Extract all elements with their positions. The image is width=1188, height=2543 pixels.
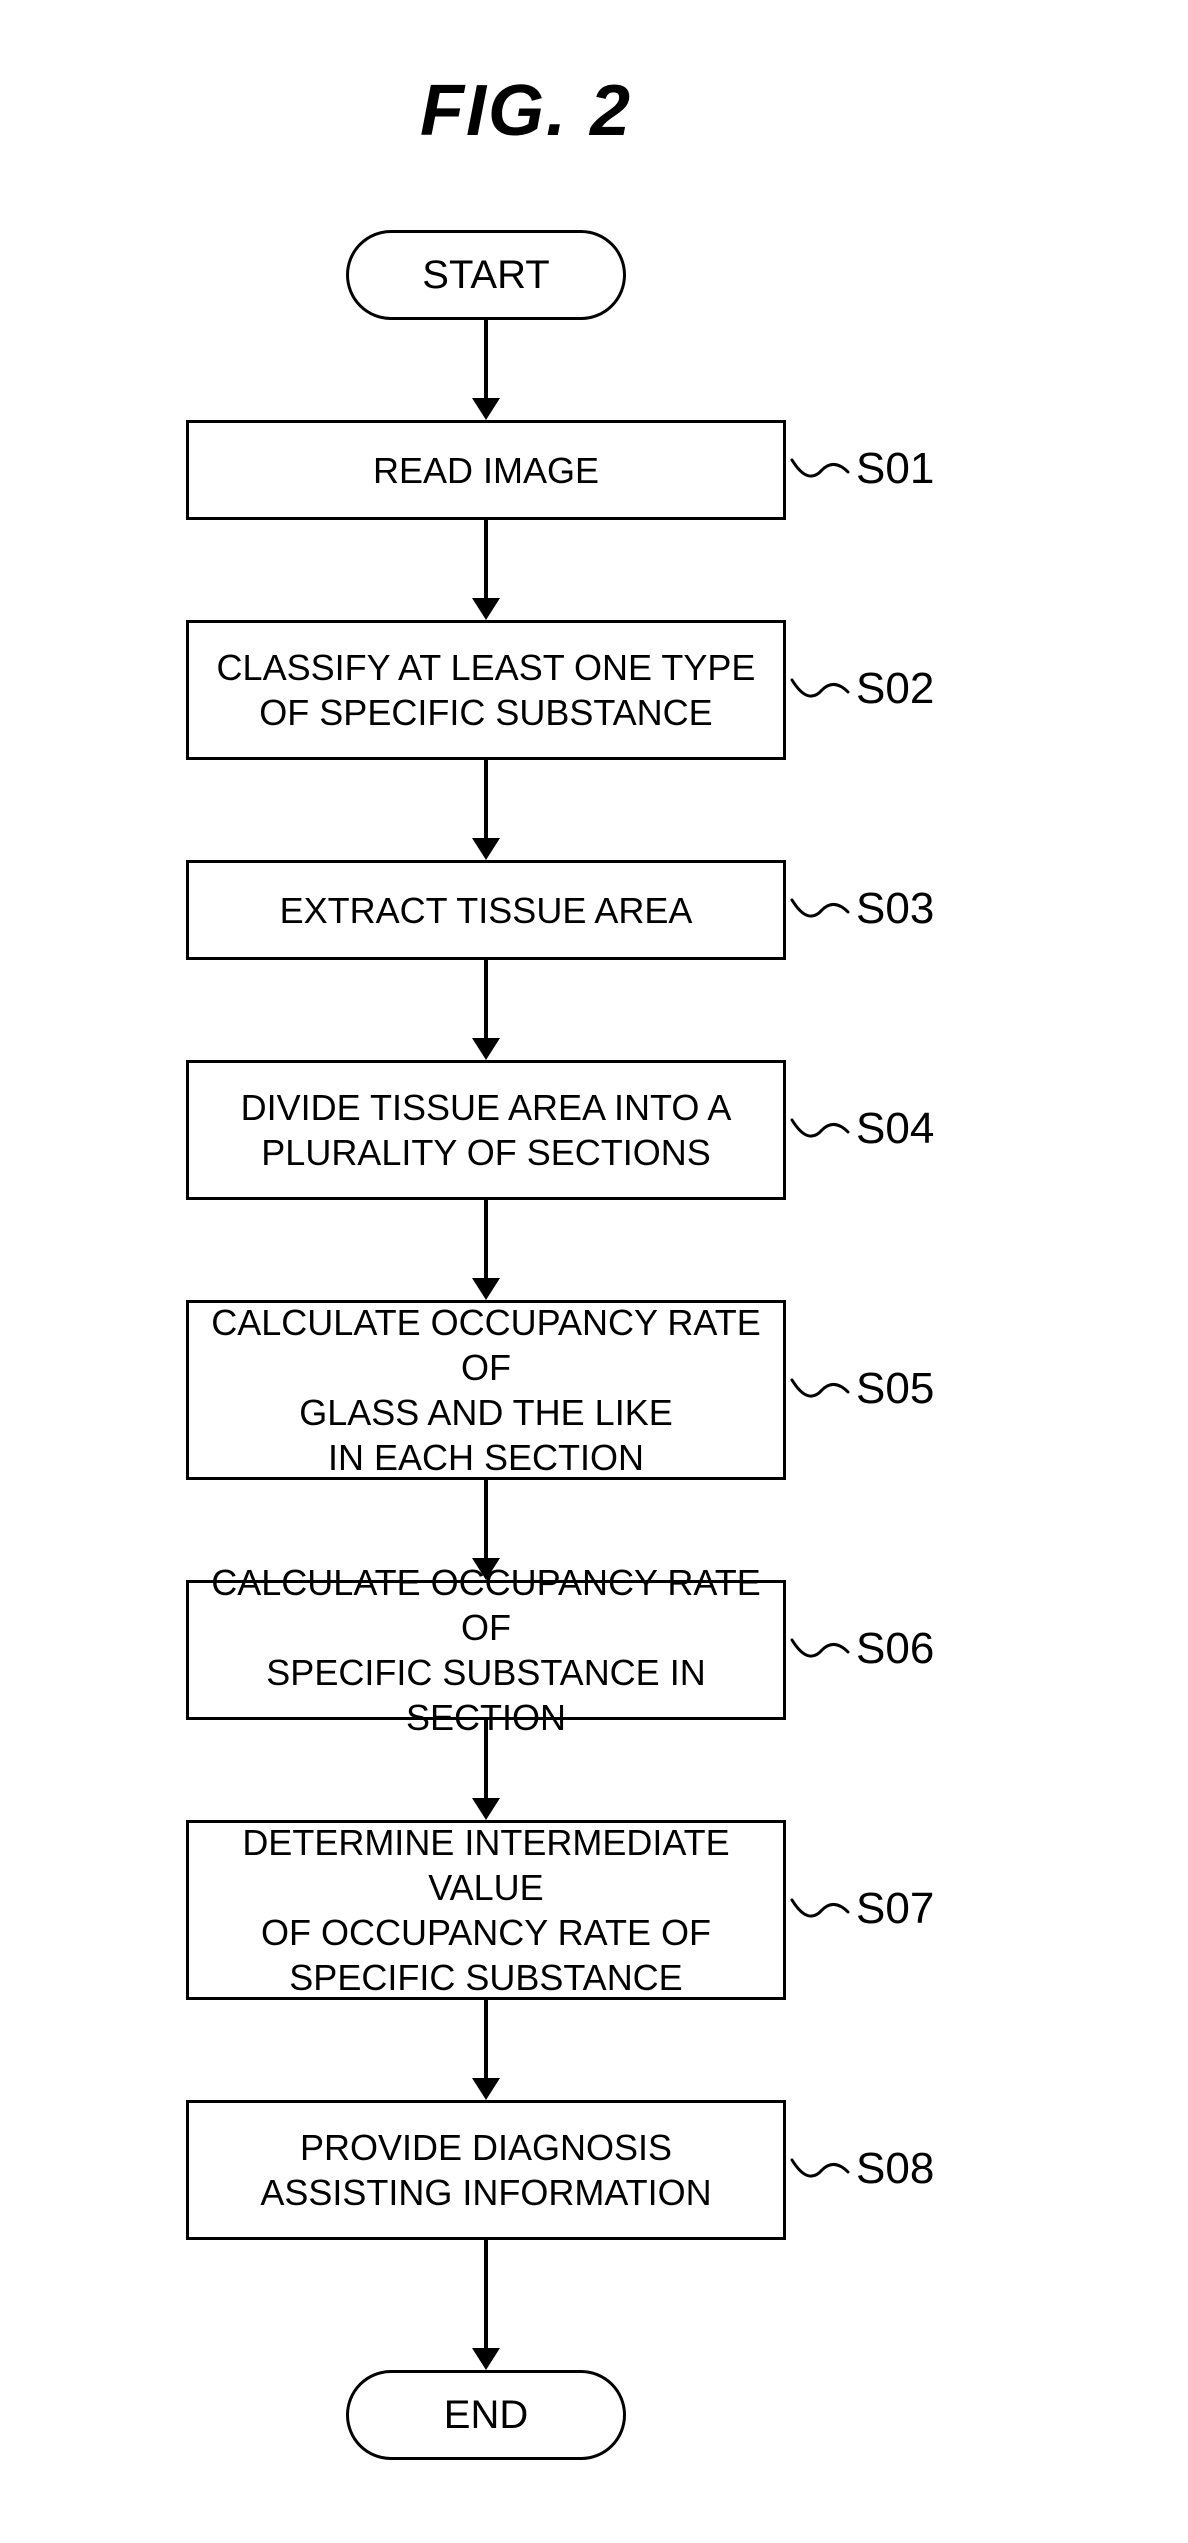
step-s04: DIVIDE TISSUE AREA INTO APLURALITY OF SE…	[186, 1060, 786, 1200]
step-label-s04: S04	[856, 1104, 934, 1154]
arrow-line	[484, 2000, 488, 2078]
step-s02: CLASSIFY AT LEAST ONE TYPEOF SPECIFIC SU…	[186, 620, 786, 760]
step-label-s03: S03	[856, 884, 934, 934]
step-s07: DETERMINE INTERMEDIATE VALUEOF OCCUPANCY…	[186, 1820, 786, 2000]
terminal-end: END	[346, 2370, 626, 2460]
arrow-head-icon	[472, 598, 500, 620]
step-text: CALCULATE OCCUPANCY RATE OFGLASS AND THE…	[201, 1300, 771, 1480]
step-text: READ IMAGE	[373, 448, 599, 493]
step-text: EXTRACT TISSUE AREA	[280, 888, 693, 933]
connector-swash	[790, 2152, 850, 2192]
arrow-line	[484, 2240, 488, 2348]
step-text: CLASSIFY AT LEAST ONE TYPEOF SPECIFIC SU…	[217, 645, 756, 735]
step-s03: EXTRACT TISSUE AREA	[186, 860, 786, 960]
step-s01: READ IMAGE	[186, 420, 786, 520]
connector-swash	[790, 892, 850, 932]
arrow-line	[484, 1720, 488, 1798]
step-label-s01: S01	[856, 444, 934, 494]
figure-title: FIG. 2	[420, 70, 632, 152]
step-label-s02: S02	[856, 664, 934, 714]
arrow-line	[484, 320, 488, 398]
arrow-head-icon	[472, 2078, 500, 2100]
connector-swash	[790, 1112, 850, 1152]
arrow-line	[484, 1200, 488, 1278]
arrow-line	[484, 760, 488, 838]
step-text: PROVIDE DIAGNOSISASSISTING INFORMATION	[260, 2125, 711, 2215]
arrow-head-icon	[472, 1798, 500, 1820]
arrow-head-icon	[472, 398, 500, 420]
connector-swash	[790, 1372, 850, 1412]
step-label-s07: S07	[856, 1884, 934, 1934]
step-label-s05: S05	[856, 1364, 934, 1414]
connector-swash	[790, 1632, 850, 1672]
step-text: DIVIDE TISSUE AREA INTO APLURALITY OF SE…	[241, 1085, 732, 1175]
terminal-end-label: END	[444, 2393, 528, 2438]
step-label-s08: S08	[856, 2144, 934, 2194]
arrow-head-icon	[472, 1278, 500, 1300]
step-text: CALCULATE OCCUPANCY RATE OFSPECIFIC SUBS…	[201, 1560, 771, 1740]
terminal-start: START	[346, 230, 626, 320]
step-label-s06: S06	[856, 1624, 934, 1674]
connector-swash	[790, 672, 850, 712]
arrow-head-icon	[472, 1038, 500, 1060]
arrow-head-icon	[472, 2348, 500, 2370]
step-s05: CALCULATE OCCUPANCY RATE OFGLASS AND THE…	[186, 1300, 786, 1480]
connector-swash	[790, 1892, 850, 1932]
terminal-start-label: START	[422, 253, 549, 298]
step-s06: CALCULATE OCCUPANCY RATE OFSPECIFIC SUBS…	[186, 1580, 786, 1720]
connector-swash	[790, 452, 850, 492]
arrow-line	[484, 960, 488, 1038]
arrow-line	[484, 520, 488, 598]
step-s08: PROVIDE DIAGNOSISASSISTING INFORMATION	[186, 2100, 786, 2240]
arrow-line	[484, 1480, 488, 1558]
step-text: DETERMINE INTERMEDIATE VALUEOF OCCUPANCY…	[201, 1820, 771, 2000]
arrow-head-icon	[472, 838, 500, 860]
flowchart-canvas: FIG. 2 START READ IMAGE S01 CLASSIFY AT LE…	[0, 0, 1188, 2543]
